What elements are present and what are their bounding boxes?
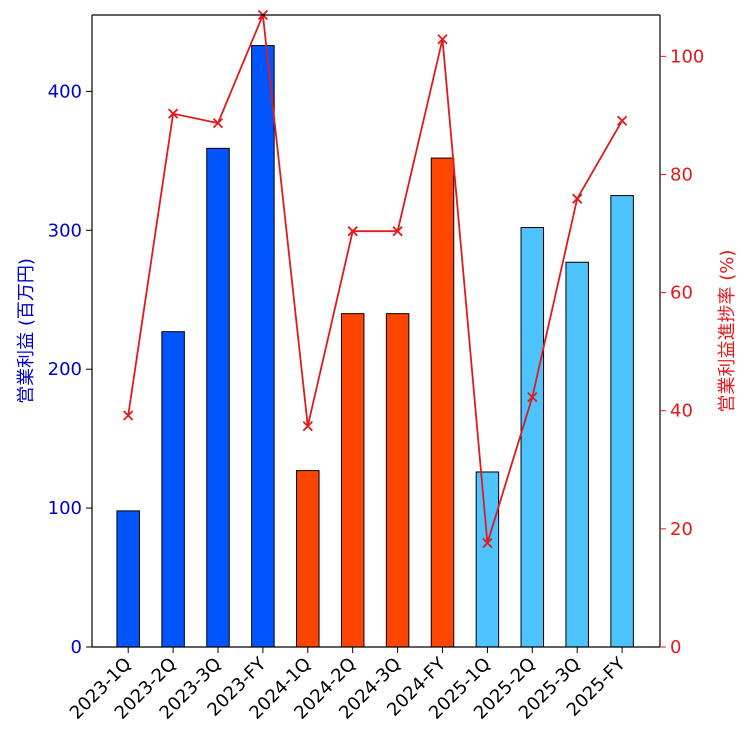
bar-2024-1Q (296, 470, 320, 648)
right-axis-title: 営業利益進捗率 (%) (717, 250, 738, 413)
progress-point-2024-FY (437, 34, 448, 45)
bar-2024-2Q (340, 313, 365, 648)
bar-2023-3Q (206, 147, 230, 648)
progress-point-2024-3Q (392, 226, 403, 237)
right-tick-label: 100 (670, 46, 704, 67)
bar-2023-FY (251, 45, 275, 648)
plot-frame (91, 14, 661, 648)
bar-2025-2Q (520, 227, 545, 648)
left-tick-label: 300 (48, 220, 82, 241)
right-tick-label: 40 (670, 401, 693, 422)
progress-point-2025-FY (616, 115, 628, 126)
progress-line (127, 14, 623, 544)
progress-line-series (123, 9, 628, 549)
progress-point-2024-2Q (347, 226, 358, 237)
bar-2023-1Q (116, 510, 140, 648)
right-axis: 0 20 40 60 80 100 (660, 46, 704, 658)
bar-2023-2Q (161, 331, 185, 648)
left-tick-label: 200 (48, 359, 82, 380)
left-tick-label: 0 (71, 637, 82, 658)
bar-2024-3Q (385, 313, 410, 648)
progress-point-2025-3Q (572, 193, 583, 204)
right-tick-label: 80 (670, 164, 693, 185)
progress-point-2025-2Q (527, 392, 538, 403)
bar-series (116, 45, 634, 648)
bar-2025-1Q (475, 471, 500, 648)
left-tick-label: 400 (48, 81, 82, 102)
progress-point-2023-2Q (167, 108, 179, 119)
left-axis-title: 営業利益 (百万円) (16, 258, 37, 404)
progress-point-2023-1Q (123, 410, 134, 421)
bar-2025-3Q (565, 261, 589, 648)
x-axis: 2023-1Q2023-2Q2023-3Q2023-FY2024-1Q2024-… (66, 647, 630, 724)
bar-2024-FY (430, 157, 455, 648)
progress-point-2025-1Q (482, 537, 493, 549)
progress-point-2024-1Q (302, 420, 313, 432)
right-tick-label: 20 (670, 519, 693, 540)
left-axis: 0 100 200 300 400 (48, 81, 92, 658)
left-tick-label: 100 (48, 498, 82, 519)
progress-point-2023-3Q (212, 117, 224, 129)
right-tick-label: 0 (670, 637, 681, 658)
right-tick-label: 60 (670, 283, 693, 304)
bar-2025-FY (610, 195, 634, 648)
